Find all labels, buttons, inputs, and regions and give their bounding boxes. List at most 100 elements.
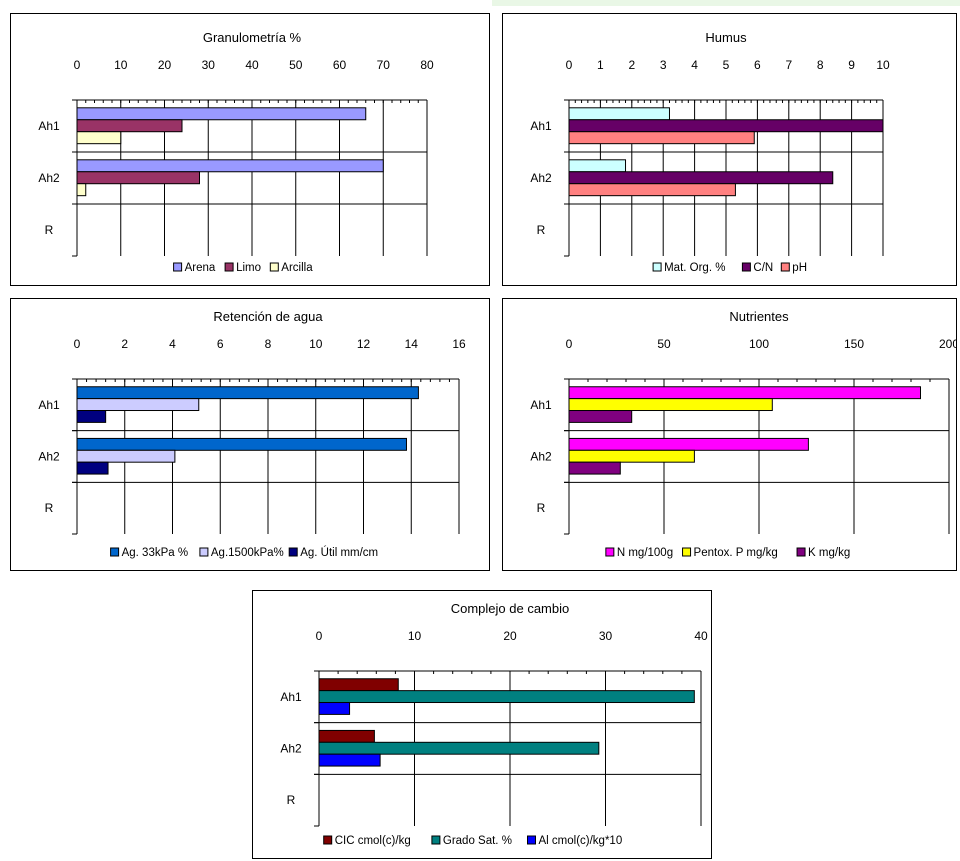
chart-4-category-label: Ah2 — [280, 742, 302, 756]
chart-3-legend-label-n-mg-100g: N mg/100g — [617, 547, 673, 559]
chart-3-tick-label: 200 — [939, 337, 956, 351]
chart-4-tick-label: 10 — [408, 629, 422, 643]
chart-0-tick-label: 20 — [158, 58, 172, 72]
chart-1-category-label: R — [537, 223, 546, 237]
chart-1-bar-ph-ah1 — [568, 131, 755, 145]
chart-2-bar-ag-33kpa-ah1 — [76, 386, 419, 400]
chart-3-bar-k-mg-kg-ah2 — [568, 461, 621, 475]
chart-4-legend-label-grado-sat: Grado Sat. % — [443, 835, 512, 847]
chart-3-bar-n-mg-100g-ah1 — [568, 386, 921, 400]
chart-1-tick-label: 5 — [723, 58, 730, 72]
background-strip — [492, 0, 960, 6]
chart-0-category-label: Ah2 — [38, 171, 60, 185]
chart-0-tick-label: 60 — [333, 58, 347, 72]
chart-1-category-label: Ah1 — [530, 119, 552, 133]
chart-4-tick-label: 20 — [503, 629, 517, 643]
chart-1-bar-mat-org-ah2 — [568, 159, 627, 173]
chart-3-svg: Nutrientes 0 50 100 150 200 Ah1 Ah2 R N mg/100g Pe… — [530, 309, 956, 559]
chart-4-bar-cic-cmol-c-kg-ah2 — [318, 729, 375, 743]
chart-2-bar-ag-1500kpa-ah1 — [76, 398, 200, 412]
chart-1-tick-label: 7 — [785, 58, 792, 72]
chart-1-category-label: Ah2 — [530, 171, 552, 185]
chart-2-legend-swatch-ag-1500kpa — [199, 547, 209, 557]
chart-4-category-label: R — [287, 793, 296, 807]
chart-1-tick-label: 9 — [848, 58, 855, 72]
chart-humus: Humus 0 1 2 3 4 5 6 7 8 9 10 Ah1 Ah2 R Mat. Org. % C/N pH — [502, 13, 957, 286]
chart-2-bar-ag-1500kpa-ah2 — [76, 449, 176, 463]
chart-0-bar-arcilla-ah2 — [76, 183, 87, 197]
chart-3-bar-n-mg-100g-ah2 — [568, 437, 809, 451]
chart-2-legend-label-ag-1500kpa: Ag.1500kPa% — [211, 547, 284, 559]
chart-nutrientes: Nutrientes 0 50 100 150 200 Ah1 Ah2 R N mg/100g Pe… — [502, 298, 957, 571]
chart-3-tick-label: 150 — [844, 337, 864, 351]
chart-1-title: Humus — [705, 30, 747, 45]
chart-2-legend-label-ag-til-mm-cm: Ag. Útil mm/cm — [300, 546, 378, 559]
chart-1-tick-label: 6 — [754, 58, 761, 72]
chart-4-legend-label-al-cmol-c-kg-10: Al cmol(c)/kg*10 — [539, 835, 623, 847]
chart-4-legend-label-cic-cmol-c-kg: CIC cmol(c)/kg — [335, 835, 411, 847]
chart-complejo-cambio: Complejo de cambio 0 10 20 30 40 Ah1 Ah2 R CIC cm… — [252, 590, 712, 859]
chart-4-title: Complejo de cambio — [451, 601, 570, 616]
chart-4-bar-cic-cmol-c-kg-ah1 — [318, 678, 399, 692]
chart-2-svg: Retención de agua 0 2 4 6 8 10 12 14 16 Ah1 Ah2 R Ag.… — [38, 309, 466, 559]
chart-4-category-label: Ah1 — [280, 690, 302, 704]
chart-granulometria: Granulometría % 0 10 20 30 40 50 60 70 80 Ah1 Ah2 R A… — [10, 13, 490, 286]
chart-0-svg: Granulometría % 0 10 20 30 40 50 60 70 80 Ah1 Ah2 R A… — [38, 30, 434, 274]
chart-3-legend-swatch-pentox-p-mg-kg — [682, 547, 692, 557]
chart-0-tick-label: 80 — [420, 58, 434, 72]
chart-0-legend-swatch-limo — [224, 262, 234, 272]
chart-0-tick-label: 70 — [377, 58, 391, 72]
chart-2-category-label: Ah2 — [38, 450, 60, 464]
chart-3-category-label: Ah2 — [530, 450, 552, 464]
chart-0-bar-arcilla-ah1 — [76, 131, 122, 145]
chart-4-bar-al-cmol-c-kg-10-ah1 — [318, 702, 351, 715]
chart-0-tick-label: 40 — [245, 58, 259, 72]
chart-3-title: Nutrientes — [729, 309, 789, 324]
chart-3-legend-swatch-k-mg-kg — [796, 547, 806, 557]
chart-4-tick-label: 40 — [694, 629, 708, 643]
chart-2-tick-label: 4 — [169, 337, 176, 351]
chart-3-legend-label-k-mg-kg: K mg/kg — [808, 547, 850, 559]
chart-0-category-label: Ah1 — [38, 119, 60, 133]
chart-2-legend-swatch-ag-til-mm-cm — [288, 547, 298, 557]
chart-0-legend-swatch-arcilla — [269, 262, 279, 272]
chart-2-tick-label: 14 — [405, 337, 419, 351]
chart-4-legend-swatch-al-cmol-c-kg-10 — [527, 835, 536, 845]
chart-3-legend-swatch-n-mg-100g — [605, 547, 615, 557]
chart-1-legend-label-mat-org: Mat. Org. % — [664, 262, 725, 274]
chart-1-tick-label: 1 — [597, 58, 604, 72]
chart-2-category-label: R — [45, 501, 54, 515]
chart-2-tick-label: 2 — [121, 337, 128, 351]
chart-0-legend-label-arcilla: Arcilla — [281, 262, 313, 274]
chart-0-tick-label: 0 — [74, 58, 81, 72]
chart-2-title: Retención de agua — [213, 309, 323, 324]
chart-2-category-label: Ah1 — [38, 398, 60, 412]
chart-0-tick-label: 10 — [114, 58, 128, 72]
chart-1-legend-label-c-n: C/N — [753, 262, 773, 274]
chart-1-svg: Humus 0 1 2 3 4 5 6 7 8 9 10 Ah1 Ah2 R Mat. Org. % C/N pH — [530, 30, 890, 274]
chart-retencion-agua: Retención de agua 0 2 4 6 8 10 12 14 16 Ah1 Ah2 R Ag.… — [10, 298, 490, 571]
chart-2-tick-label: 16 — [452, 337, 466, 351]
chart-4-bar-grado-sat-ah1 — [318, 690, 695, 704]
chart-2-legend: Ag. 33kPa % Ag.1500kPa% Ag. Útil mm/cm — [110, 546, 378, 559]
chart-3-tick-label: 100 — [749, 337, 769, 351]
chart-0-bar-limo-ah2 — [76, 171, 200, 185]
chart-1-tick-label: 2 — [628, 58, 635, 72]
chart-4-tick-label: 30 — [599, 629, 613, 643]
chart-0-legend: Arena Limo Arcilla — [173, 262, 313, 274]
chart-3-bar-pentox-p-mg-kg-ah1 — [568, 398, 773, 412]
chart-1-tick-label: 4 — [691, 58, 698, 72]
chart-1-legend-label-ph: pH — [792, 262, 807, 274]
chart-0-legend-label-arena: Arena — [185, 262, 216, 274]
chart-0-tick-label: 30 — [202, 58, 216, 72]
chart-2-bar-ag-til-mm-cm-ah1 — [76, 410, 107, 423]
chart-2-legend-label-ag-33kpa: Ag. 33kPa % — [122, 547, 188, 559]
chart-1-legend-swatch-c-n — [741, 262, 751, 272]
chart-0-bar-limo-ah1 — [76, 119, 183, 133]
chart-3-legend: N mg/100g Pentox. P mg/kg K mg/kg — [605, 547, 850, 559]
chart-3-bar-k-mg-kg-ah1 — [568, 410, 633, 423]
chart-2-tick-label: 10 — [309, 337, 323, 351]
chart-0-tick-label: 50 — [289, 58, 303, 72]
chart-4-bar-al-cmol-c-kg-10-ah2 — [318, 753, 381, 767]
chart-0-legend-label-limo: Limo — [236, 262, 261, 274]
